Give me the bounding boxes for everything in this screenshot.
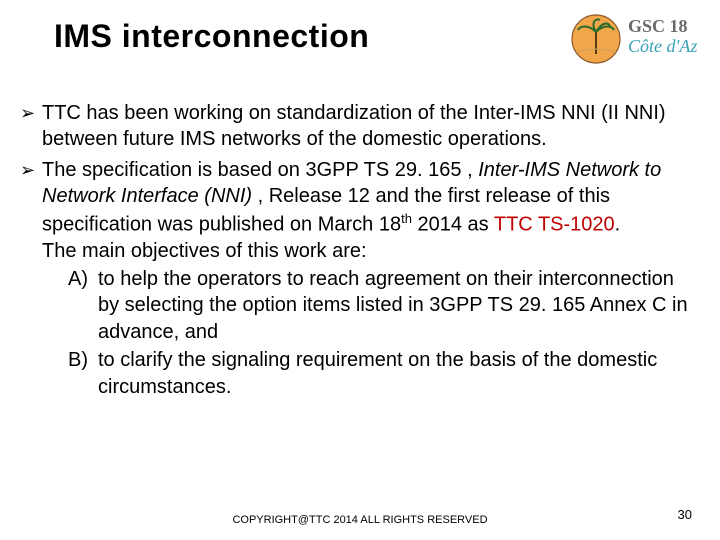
spec-id-highlight: TTC TS-1020 (494, 213, 615, 235)
logo-text-line1: GSC 18 (628, 16, 688, 36)
objective-item: A) to help the operators to reach agreem… (68, 266, 690, 345)
objective-text: to help the operators to reach agreement… (98, 266, 690, 345)
bullet-text: The specification is based on 3GPP TS 29… (42, 157, 690, 402)
footer-text: COPYRIGHT@TTC 2014 ALL RIGHTS RESERVED (232, 514, 487, 526)
objectives-intro: The main objectives of this work are: (42, 240, 367, 262)
slide: IMS interconnection GSC 18 Côte d'Azur ➢… (0, 0, 720, 540)
bullet-list: ➢ TTC has been working on standardizatio… (20, 100, 690, 406)
bullet-item: ➢ TTC has been working on standardizatio… (20, 100, 690, 153)
copyright-footer: COPYRIGHT@TTC 2014 ALL RIGHTS RESERVED (0, 514, 720, 526)
objective-label: B) (68, 347, 98, 400)
slide-title: IMS interconnection (54, 18, 369, 55)
event-logo: GSC 18 Côte d'Azur (570, 10, 698, 68)
ordinal-suffix: th (401, 211, 412, 226)
objective-label: A) (68, 266, 98, 345)
objectives-list: A) to help the operators to reach agreem… (68, 266, 690, 400)
logo-text-line2: Côte d'Azur (628, 36, 698, 56)
text-span: . (615, 213, 621, 235)
bullet-arrow-icon: ➢ (20, 157, 42, 402)
objective-item: B) to clarify the signaling requirement … (68, 347, 690, 400)
bullet-text: TTC has been working on standardization … (42, 100, 690, 153)
objective-text: to clarify the signaling requirement on … (98, 347, 690, 400)
page-number: 30 (678, 507, 692, 522)
text-span: The specification is based on 3GPP TS 29… (42, 159, 478, 181)
bullet-arrow-icon: ➢ (20, 100, 42, 153)
text-span: 2014 as (412, 213, 494, 235)
bullet-item: ➢ The specification is based on 3GPP TS … (20, 157, 690, 402)
